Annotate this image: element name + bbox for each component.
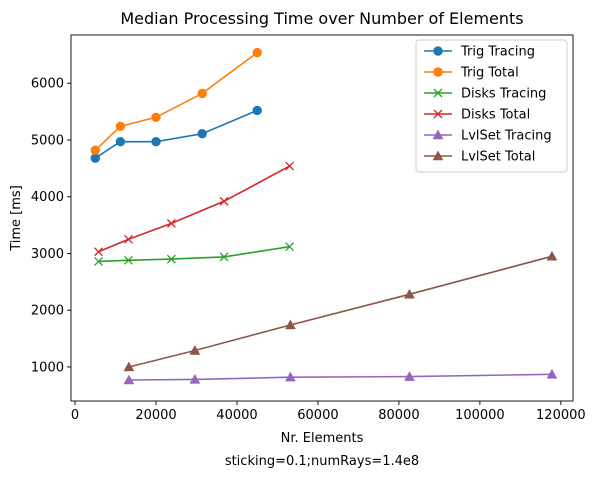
data-point xyxy=(189,344,201,355)
data-point xyxy=(285,161,295,171)
y-tick-label: 3000 xyxy=(31,247,64,262)
legend-entry: LvlSet Tracing xyxy=(424,129,552,144)
y-tick-label: 5000 xyxy=(31,133,64,148)
data-point xyxy=(94,256,103,266)
y-tick-label: 2000 xyxy=(31,304,64,319)
chart-caption: sticking=0.1;numRays=1.4e8 xyxy=(225,454,419,469)
y-tick-label: 6000 xyxy=(31,77,64,92)
data-point xyxy=(404,371,415,381)
legend-label: Trig Tracing xyxy=(460,45,535,60)
data-point xyxy=(124,234,133,244)
data-point xyxy=(151,112,161,122)
data-point xyxy=(123,374,135,385)
data-point xyxy=(115,121,126,132)
legend-entry: Trig Tracing xyxy=(424,45,535,60)
data-point xyxy=(197,88,207,99)
data-point xyxy=(90,145,100,155)
series-0 xyxy=(90,105,262,163)
legend-label: Disks Tracing xyxy=(461,87,546,102)
data-point xyxy=(404,288,415,299)
legend-marker xyxy=(432,129,444,140)
data-point xyxy=(252,47,262,58)
x-tick-label: 20000 xyxy=(135,408,176,423)
legend-marker xyxy=(433,109,443,119)
legend-marker xyxy=(433,46,443,56)
data-point xyxy=(166,254,176,264)
legend-frame xyxy=(415,39,568,173)
data-point xyxy=(546,250,558,261)
legend-entry: Disks Tracing xyxy=(424,87,546,102)
series-layer xyxy=(90,47,558,385)
y-tick-label: 1000 xyxy=(31,360,64,375)
data-point xyxy=(219,252,229,262)
x-tick-label: 100000 xyxy=(455,408,505,423)
x-axis-label: Nr. Elements xyxy=(281,431,364,446)
series-1 xyxy=(90,47,262,155)
data-point xyxy=(124,255,133,265)
x-tick-label: 40000 xyxy=(216,408,257,423)
data-point xyxy=(252,105,262,116)
axes-frame xyxy=(70,34,574,402)
data-point xyxy=(90,153,100,163)
legend-marker xyxy=(432,150,444,161)
data-point xyxy=(94,247,103,257)
data-point xyxy=(546,368,558,379)
legend-label: Disks Total xyxy=(461,108,530,123)
data-point xyxy=(115,136,126,147)
series-5 xyxy=(123,250,558,372)
legend-marker xyxy=(433,67,443,77)
legend-marker xyxy=(433,88,443,98)
y-axis-label: Time [ms] xyxy=(9,185,24,252)
data-point xyxy=(284,371,296,382)
legend-entry: Trig Total xyxy=(424,66,519,81)
x-tick-label: 60000 xyxy=(297,408,338,423)
data-point xyxy=(219,196,229,206)
data-point xyxy=(151,136,161,147)
series-3 xyxy=(94,161,295,257)
x-tick-label: 120000 xyxy=(536,408,586,423)
legend-label: LvlSet Total xyxy=(461,150,535,165)
x-tick-label: 0 xyxy=(71,408,79,423)
series-4 xyxy=(123,368,558,385)
chart-title: Median Processing Time over Number of El… xyxy=(120,9,523,28)
data-point xyxy=(166,218,176,228)
legend-label: Trig Total xyxy=(460,66,519,81)
y-tick-label: 4000 xyxy=(31,190,64,205)
data-point xyxy=(197,129,207,139)
data-point xyxy=(285,242,295,252)
x-tick-label: 80000 xyxy=(378,408,419,423)
data-point xyxy=(123,361,135,372)
axes-layer: 0 20000 40000 60000 80000 100000 120000 1000 200… xyxy=(31,34,586,423)
legend-entry: LvlSet Total xyxy=(424,150,535,165)
data-point xyxy=(189,373,201,384)
data-point xyxy=(284,319,296,330)
legend-entry: Disks Total xyxy=(424,108,530,123)
series-2 xyxy=(94,242,295,266)
legend: Trig Tracing Trig Total Disks Tracing Disks… xyxy=(415,39,568,173)
legend-label: LvlSet Tracing xyxy=(461,129,552,144)
